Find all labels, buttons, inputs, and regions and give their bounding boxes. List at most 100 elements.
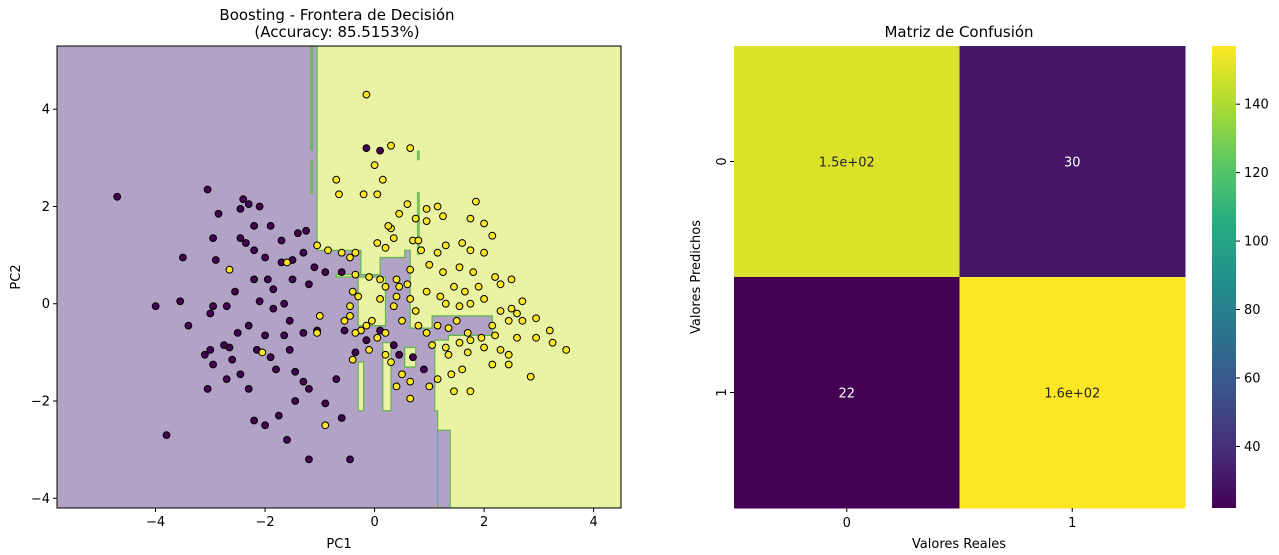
class0-point [225,343,234,352]
class1-point [425,260,434,269]
class1-point [258,348,267,357]
class1-point [428,341,437,350]
colorbar-tick-label: 80 [1244,303,1261,318]
class1-point [346,312,354,320]
class0-point [395,350,404,359]
class1-point [458,239,467,247]
class1-point [389,234,398,243]
class1-point [414,236,423,245]
class0-point [250,222,259,230]
heatmap-y-axis-label: Valores Predichos [689,220,704,334]
colorbar: 40 60 80 100 120 140 [1212,46,1269,508]
class0-point [242,239,250,247]
class0-point [209,302,218,311]
class1-point [513,333,521,342]
class1-point [463,348,472,357]
class0-point [239,195,248,204]
scatter-x-axis-label: PC1 [326,537,351,552]
class0-point [228,355,237,364]
class0-point [269,285,278,294]
class0-point [244,200,253,209]
class0-point [261,331,270,340]
class0-point [236,370,245,379]
class1-point [532,314,540,323]
class1-point [346,302,354,311]
y-tick-label: −4 [31,492,50,507]
heatmap-cell [734,277,960,509]
class1-point [425,382,434,391]
class1-point [422,329,431,337]
class1-point [480,248,489,257]
class0-point [305,280,313,289]
class1-point [376,295,385,303]
class1-point [417,246,426,255]
class1-point [422,217,431,226]
class0-point [250,416,259,425]
confusion-matrix-chart: Matriz de Confusión 1.5e+02 30 22 1.6e+02 0… [689,23,1269,552]
class0-point [211,256,220,264]
class1-point [381,243,390,252]
class0-point [285,316,294,325]
class1-point [368,316,376,325]
class1-point [398,316,406,325]
class1-point [384,222,393,230]
class1-point [422,205,431,213]
class0-point [321,399,330,408]
class0-point [337,268,346,277]
class1-point [422,287,431,296]
class0-point [209,234,218,243]
heatmap-x-axis-label: Valores Reales [912,537,1006,552]
class0-point [291,397,300,405]
class0-point [420,365,428,374]
class1-point [488,231,497,240]
class0-point [272,365,280,374]
class0-point [200,350,209,359]
class1-point [441,299,450,308]
heatmap-y-tick-label: 1 [715,388,730,396]
y-tick-label: −2 [31,395,50,410]
class1-point [348,287,357,296]
class1-point [532,333,540,342]
class0-point [231,287,239,296]
class1-point [526,372,535,381]
scatter-points [113,90,571,464]
class1-point [466,387,475,396]
colorbar-tick-label: 40 [1244,440,1261,455]
class0-point [302,226,311,235]
heatmap-x-tick-label: 0 [843,516,851,531]
scatter-title-line1: Boosting - Frontera de Decisión [219,6,454,24]
class1-point [376,275,385,284]
class0-point [305,455,313,464]
class1-point [513,309,521,318]
class0-point [206,309,215,318]
heatmap-cell-label: 1.6e+02 [1044,387,1100,402]
class0-point [261,253,270,262]
class1-point [439,268,447,277]
class0-point [337,414,346,422]
class1-point [441,241,450,250]
class1-point [472,197,480,206]
class1-point [450,387,458,396]
decision-boundary-lines [310,46,420,256]
class1-point [469,268,478,277]
class0-point [250,275,259,284]
class0-point [310,263,319,272]
class1-point [354,292,363,301]
class0-point [409,353,417,362]
class0-point [263,275,272,284]
class0-point [184,321,193,330]
x-tick-label: 0 [370,515,378,530]
class1-point [433,202,442,211]
class0-point [288,275,297,284]
class1-point [373,190,382,199]
class1-point [378,175,387,184]
class0-point [261,421,270,430]
class0-point [176,297,185,306]
class0-point [255,202,264,211]
heatmap-title: Matriz de Confusión [884,23,1033,41]
class1-point [403,280,412,289]
class1-point [381,282,390,291]
decision-boundary-chart: Boosting - Frontera de Decisión (Accurac… [9,6,622,552]
class1-point [398,370,406,379]
